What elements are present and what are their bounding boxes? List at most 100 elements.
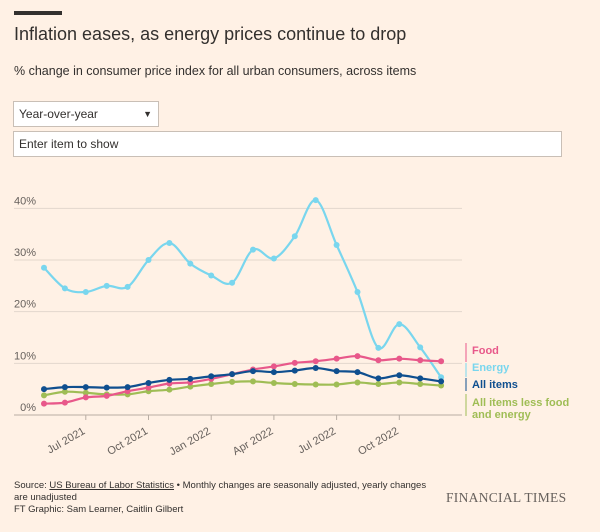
data-point-energy[interactable] [82, 289, 89, 296]
data-point-energy[interactable] [375, 344, 382, 351]
data-point-energy[interactable] [291, 233, 298, 240]
data-point-all_items[interactable] [312, 364, 319, 371]
data-point-energy[interactable] [250, 246, 256, 253]
data-point-food[interactable] [124, 388, 131, 395]
data-point-food[interactable] [291, 359, 298, 366]
data-point-core[interactable] [41, 392, 47, 399]
data-point-food[interactable] [375, 357, 382, 364]
source-prefix: Source: [14, 480, 50, 491]
x-tick-label: Jul 2021 [45, 425, 87, 456]
data-point-core[interactable] [250, 378, 256, 385]
data-point-energy[interactable] [229, 279, 236, 286]
label-core-line2: and energy [472, 409, 532, 421]
data-point-all_items[interactable] [354, 369, 361, 376]
data-point-all_items[interactable] [333, 368, 340, 375]
data-point-food[interactable] [396, 355, 403, 362]
y-tick-label: 0% [20, 402, 36, 414]
x-tick-label: Jan 2022 [167, 425, 212, 458]
data-point-energy[interactable] [145, 257, 152, 263]
gridlines [14, 207, 462, 416]
chart-subtitle: % change in consumer price index for all… [14, 64, 417, 78]
data-point-energy[interactable] [124, 283, 131, 290]
data-point-core[interactable] [354, 379, 361, 386]
data-point-all_items[interactable] [166, 376, 173, 383]
series-all_items [41, 364, 445, 393]
data-point-all_items[interactable] [417, 375, 424, 382]
series-line-energy [43, 198, 443, 378]
data-point-energy[interactable] [61, 285, 68, 292]
data-point-energy[interactable] [333, 242, 340, 249]
data-point-core[interactable] [82, 389, 89, 396]
data-point-core[interactable] [291, 381, 298, 387]
data-point-food[interactable] [82, 394, 89, 401]
data-point-all_items[interactable] [375, 375, 382, 382]
data-point-all_items[interactable] [250, 368, 256, 375]
data-point-food[interactable] [438, 358, 445, 365]
data-point-core[interactable] [438, 382, 445, 389]
data-point-all_items[interactable] [229, 371, 236, 378]
data-point-energy[interactable] [208, 272, 215, 279]
brand-bar [14, 11, 62, 15]
data-point-core[interactable] [396, 379, 403, 386]
x-tick-label: Jul 2022 [296, 425, 338, 456]
x-tick-label: Oct 2022 [356, 425, 401, 458]
data-point-energy[interactable] [312, 197, 319, 204]
data-point-core[interactable] [61, 388, 68, 395]
y-axis-ticks: 0% 10% 20% 30% 40% [14, 195, 36, 414]
label-food: Food [472, 345, 499, 357]
data-point-core[interactable] [208, 381, 215, 387]
data-point-all_items[interactable] [187, 375, 194, 382]
period-select[interactable]: Year-over-year ▼ [13, 101, 159, 127]
data-point-food[interactable] [333, 355, 340, 362]
chart-title: Inflation eases, as energy prices contin… [14, 24, 407, 44]
data-point-food[interactable] [103, 392, 110, 399]
data-point-core[interactable] [166, 386, 173, 393]
data-point-all_items[interactable] [124, 384, 131, 391]
data-point-all_items[interactable] [208, 373, 215, 380]
label-all-items: All items [472, 379, 518, 391]
series-energy [41, 197, 445, 381]
series-lines [41, 197, 445, 407]
data-point-energy[interactable] [396, 321, 403, 328]
x-axis-ticks: Jul 2021 Oct 2021 Jan 2022 Apr 2022 Jul 2022… [45, 415, 401, 458]
data-point-core[interactable] [187, 383, 194, 390]
data-point-energy[interactable] [187, 260, 194, 267]
data-point-core[interactable] [270, 379, 277, 386]
data-point-all_items[interactable] [270, 369, 277, 376]
data-point-food[interactable] [145, 384, 152, 391]
source-note: • Monthly changes are seasonally adjuste… [14, 480, 427, 503]
data-point-all_items[interactable] [41, 386, 47, 393]
data-point-core[interactable] [375, 381, 382, 387]
data-point-energy[interactable] [103, 282, 110, 289]
data-point-energy[interactable] [270, 255, 277, 262]
data-point-food[interactable] [270, 363, 277, 370]
data-point-energy[interactable] [438, 374, 445, 381]
data-point-food[interactable] [312, 358, 319, 365]
data-point-core[interactable] [312, 381, 319, 388]
item-search-input[interactable]: Enter item to show [13, 131, 562, 157]
data-point-all_items[interactable] [438, 378, 445, 385]
data-point-all_items[interactable] [82, 384, 89, 391]
data-point-food[interactable] [354, 353, 361, 360]
data-point-food[interactable] [41, 400, 47, 407]
data-point-core[interactable] [229, 378, 236, 385]
data-point-core[interactable] [417, 381, 424, 387]
data-point-all_items[interactable] [145, 379, 152, 386]
data-point-all_items[interactable] [61, 384, 68, 391]
data-point-core[interactable] [333, 381, 340, 388]
data-point-energy[interactable] [354, 289, 361, 296]
data-point-all_items[interactable] [103, 384, 110, 391]
data-point-all_items[interactable] [396, 372, 403, 379]
data-point-food[interactable] [61, 399, 68, 406]
data-point-energy[interactable] [417, 344, 424, 351]
x-tick-label: Oct 2021 [105, 425, 150, 458]
data-point-all_items[interactable] [291, 367, 298, 374]
source-link[interactable]: US Bureau of Labor Statistics [49, 480, 175, 491]
data-point-energy[interactable] [166, 239, 173, 246]
data-point-food[interactable] [417, 357, 424, 364]
y-tick-label: 20% [14, 299, 36, 311]
chevron-down-icon: ▼ [143, 109, 152, 119]
data-point-energy[interactable] [41, 264, 47, 271]
item-search-placeholder: Enter item to show [19, 137, 119, 151]
